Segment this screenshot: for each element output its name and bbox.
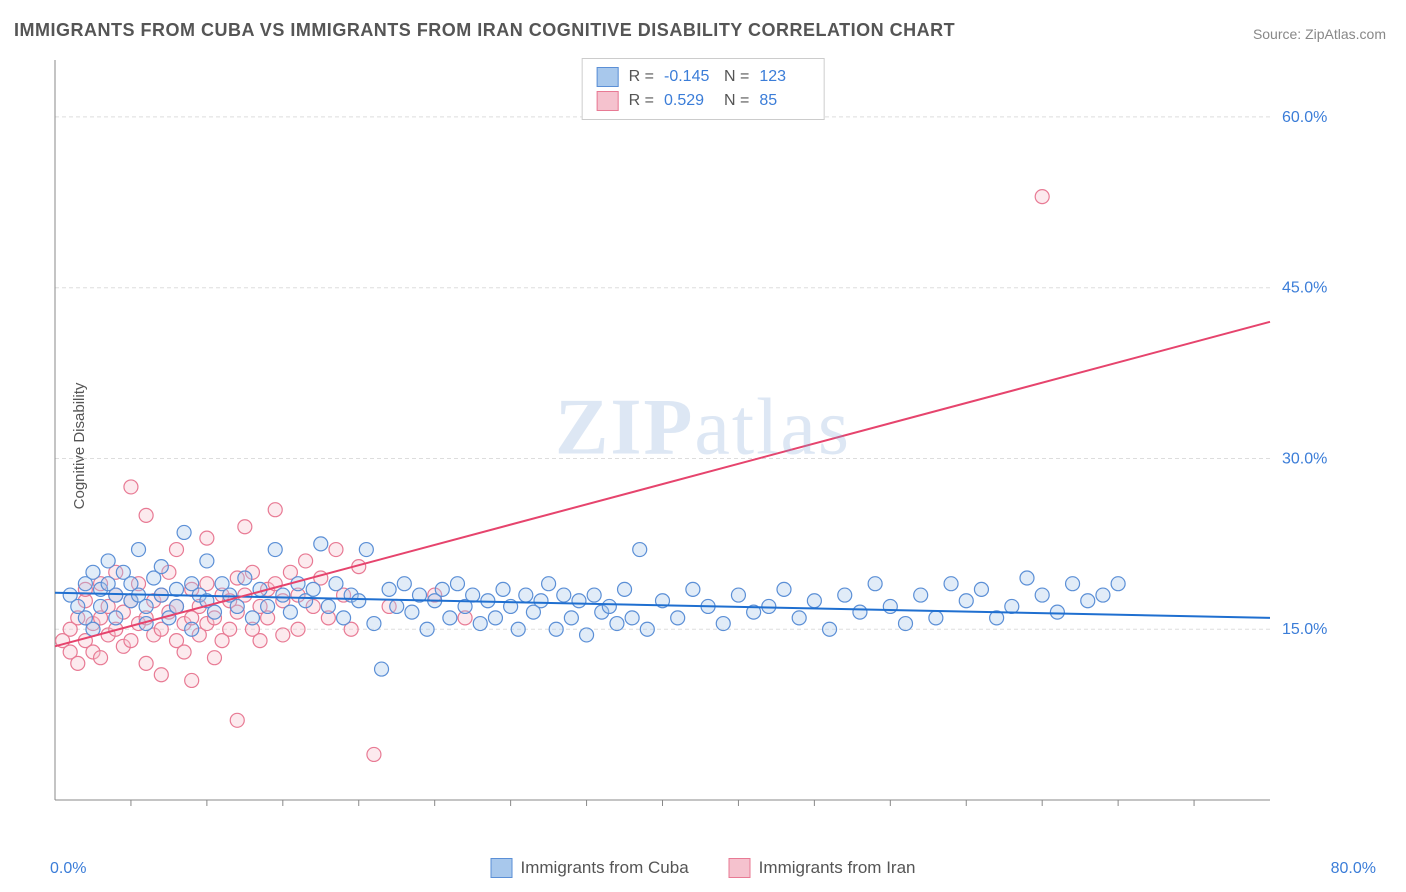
- swatch-iran: [597, 91, 619, 111]
- source-label: Source: ZipAtlas.com: [1253, 26, 1386, 42]
- chart-area: 15.0% 30.0% 45.0% 60.0%: [50, 50, 1330, 820]
- x-tick-max: 80.0%: [1331, 860, 1376, 878]
- r-label: R =: [629, 89, 654, 113]
- legend-label-cuba: Immigrants from Cuba: [521, 858, 689, 878]
- stats-row-iran: R = 0.529 N = 85: [597, 89, 810, 113]
- svg-text:45.0%: 45.0%: [1282, 280, 1327, 297]
- stats-row-cuba: R = -0.145 N = 123: [597, 65, 810, 89]
- swatch-cuba: [491, 858, 513, 878]
- n-value-cuba: 123: [759, 65, 809, 89]
- n-label: N =: [724, 89, 749, 113]
- svg-text:30.0%: 30.0%: [1282, 450, 1327, 467]
- series-legend: Immigrants from Cuba Immigrants from Ira…: [491, 858, 916, 878]
- chart-title: IMMIGRANTS FROM CUBA VS IMMIGRANTS FROM …: [14, 20, 955, 41]
- legend-item-iran: Immigrants from Iran: [729, 858, 916, 878]
- n-label: N =: [724, 65, 749, 89]
- scatter-chart-svg: 15.0% 30.0% 45.0% 60.0%: [50, 50, 1330, 820]
- n-value-iran: 85: [759, 89, 809, 113]
- legend-label-iran: Immigrants from Iran: [759, 858, 916, 878]
- swatch-iran: [729, 858, 751, 878]
- swatch-cuba: [597, 67, 619, 87]
- r-value-cuba: -0.145: [664, 65, 714, 89]
- svg-text:15.0%: 15.0%: [1282, 621, 1327, 638]
- x-tick-min: 0.0%: [50, 860, 86, 878]
- svg-text:60.0%: 60.0%: [1282, 109, 1327, 126]
- r-label: R =: [629, 65, 654, 89]
- stats-legend: R = -0.145 N = 123 R = 0.529 N = 85: [582, 58, 825, 120]
- r-value-iran: 0.529: [664, 89, 714, 113]
- legend-item-cuba: Immigrants from Cuba: [491, 858, 689, 878]
